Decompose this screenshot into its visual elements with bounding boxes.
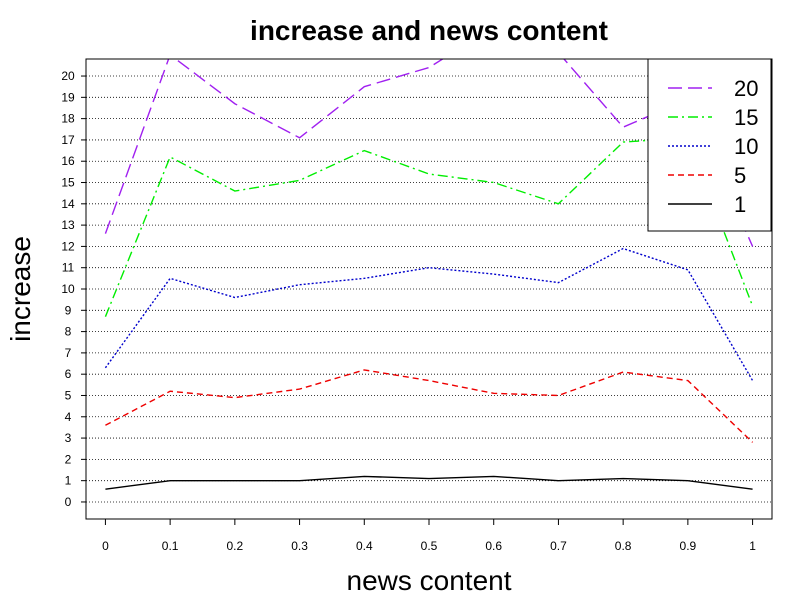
legend-label-20: 20 xyxy=(734,76,758,101)
y-tick-label: 17 xyxy=(61,133,75,147)
x-tick-label: 0.7 xyxy=(550,539,567,553)
x-tick-label: 0.4 xyxy=(356,539,373,553)
x-axis: 0 0.1 0.2 0.3 0.4 0.5 0.6 0.7 0.8 0.9 1 xyxy=(102,519,756,553)
x-tick-label: 0 xyxy=(102,539,109,553)
x-tick-label: 0.9 xyxy=(680,539,697,553)
y-tick-label: 4 xyxy=(65,410,72,424)
y-tick-label: 15 xyxy=(61,176,75,190)
y-tick-label: 14 xyxy=(61,197,75,211)
x-tick-label: 1 xyxy=(749,539,756,553)
y-tick-label: 1 xyxy=(65,474,72,488)
y-tick-label: 0 xyxy=(65,495,72,509)
legend-label-10: 10 xyxy=(734,134,758,159)
y-tick-label: 9 xyxy=(65,303,72,317)
legend-label-15: 15 xyxy=(734,105,758,130)
x-tick-label: 0.6 xyxy=(485,539,502,553)
y-tick-label: 6 xyxy=(65,367,72,381)
y-tick-label: 7 xyxy=(65,346,72,360)
y-tick-label: 3 xyxy=(65,431,72,445)
grid-lines xyxy=(86,75,772,503)
series-line-10 xyxy=(104,247,754,381)
y-tick-label: 19 xyxy=(61,90,75,104)
chart-title: increase and news content xyxy=(250,15,608,46)
legend-label-1: 1 xyxy=(734,192,746,217)
series-line-15 xyxy=(104,137,754,317)
x-tick-label: 0.5 xyxy=(421,539,438,553)
x-tick-label: 0.2 xyxy=(227,539,244,553)
y-tick-label: 16 xyxy=(61,154,75,168)
y-tick-label: 18 xyxy=(61,112,75,126)
x-tick-label: 0.3 xyxy=(291,539,308,553)
y-tick-label: 12 xyxy=(61,239,75,253)
y-tick-label: 8 xyxy=(65,325,72,339)
x-tick-label: 0.8 xyxy=(615,539,632,553)
y-tick-label: 10 xyxy=(61,282,75,296)
x-tick-label: 0.1 xyxy=(162,539,179,553)
y-tick-label: 5 xyxy=(65,388,72,402)
y-tick-label: 20 xyxy=(61,69,75,83)
y-tick-label: 13 xyxy=(61,218,75,232)
y-axis-label: increase xyxy=(5,236,36,342)
series-layer xyxy=(104,59,754,490)
y-tick-label: 2 xyxy=(65,452,72,466)
x-axis-label: news content xyxy=(347,565,512,596)
legend-label-5: 5 xyxy=(734,163,746,188)
y-tick-label: 11 xyxy=(62,261,75,275)
series-line-20 xyxy=(104,59,754,247)
legend: 20 15 10 5 1 xyxy=(647,58,772,232)
series-line-1 xyxy=(105,475,753,490)
series-line-5 xyxy=(105,369,754,443)
